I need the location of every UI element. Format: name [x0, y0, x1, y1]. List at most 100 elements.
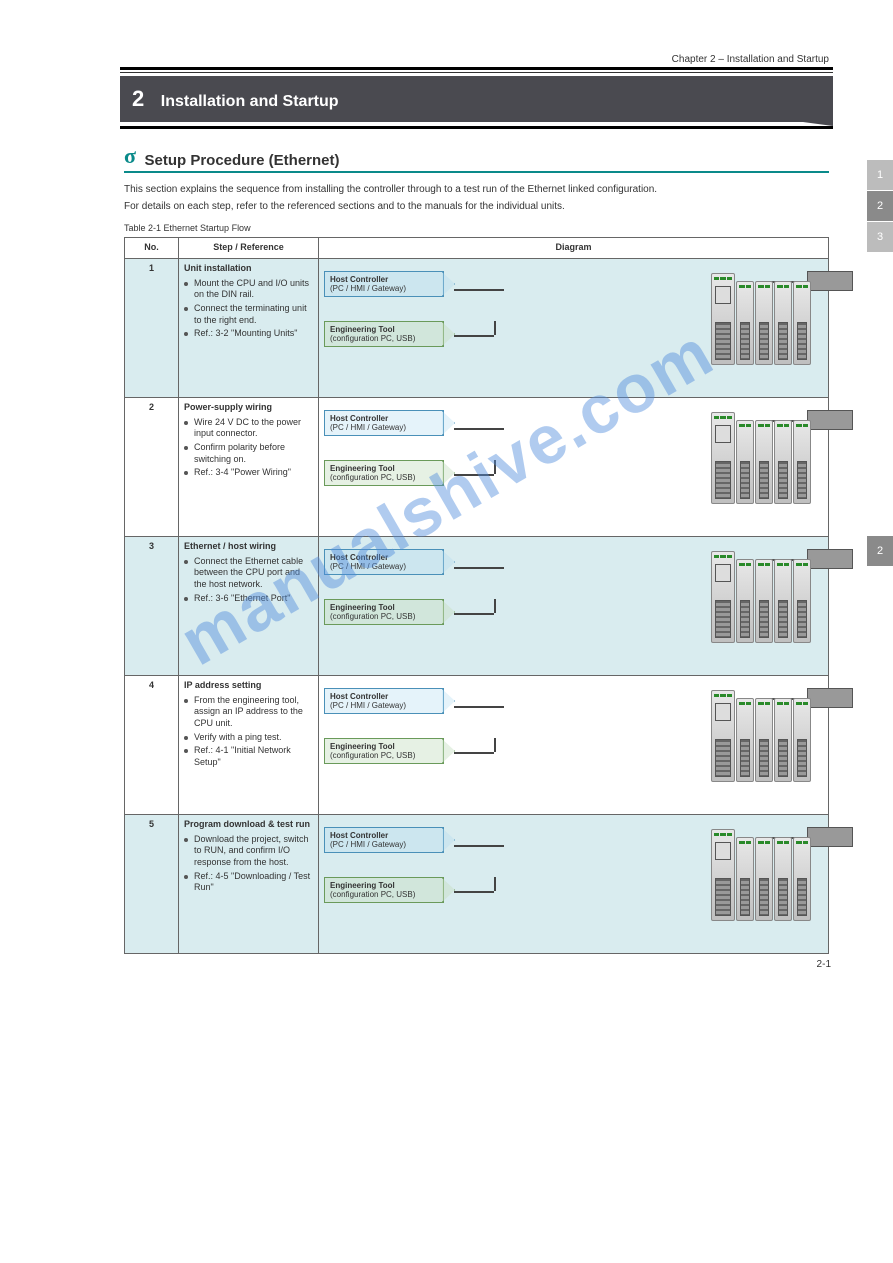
wire-icon [454, 613, 494, 615]
side-tab-3[interactable]: 3 [867, 222, 893, 252]
tool-flag: Engineering Tool(configuration PC, USB) [324, 460, 444, 486]
step-line: Download the project, switch to RUN, and… [184, 834, 313, 869]
chapter-banner: 2 Installation and Startup [120, 76, 833, 122]
step-line: Mount the CPU and I/O units on the DIN r… [184, 278, 313, 301]
wire-icon [494, 599, 496, 613]
side-tab-2b[interactable]: 2 [867, 536, 893, 566]
wire-icon [494, 738, 496, 752]
row-step: Ethernet / host wiringConnect the Ethern… [179, 536, 319, 675]
row-number: 2 [125, 397, 179, 536]
io-module-icon [755, 837, 773, 921]
io-module-icon [736, 559, 754, 643]
section-underline [124, 171, 829, 173]
manual-page: Chapter 2 – Installation and Startup 2 I… [0, 0, 893, 994]
io-module-icon [755, 698, 773, 782]
io-module-icon [755, 559, 773, 643]
wire-icon [454, 891, 494, 893]
wire-icon [454, 706, 504, 708]
step-line: Wire 24 V DC to the power input connecto… [184, 417, 313, 440]
step-line: Ref.: 3-4 "Power Wiring" [184, 467, 313, 479]
cpu-module-icon [711, 829, 735, 921]
row-step: Program download & test runDownload the … [179, 814, 319, 953]
device-plc [710, 690, 811, 782]
host-flag: Host Controller(PC / HMI / Gateway) [324, 410, 444, 436]
io-module-icon [793, 420, 811, 504]
io-module-icon [755, 420, 773, 504]
tool-flag: Engineering Tool(configuration PC, USB) [324, 877, 444, 903]
wire-icon [494, 877, 496, 891]
rule-top-thick [120, 67, 833, 70]
step-line: From the engineering tool, assign an IP … [184, 695, 313, 730]
running-header: Chapter 2 – Installation and Startup [120, 54, 833, 65]
section-title: Setup Procedure (Ethernet) [144, 152, 339, 169]
table-row: 4IP address settingFrom the engineering … [125, 675, 829, 814]
step-title: Unit installation [184, 263, 313, 275]
table-row: 3Ethernet / host wiringConnect the Ether… [125, 536, 829, 675]
tool-flag: Engineering Tool(configuration PC, USB) [324, 321, 444, 347]
row-diagram: Host Controller(PC / HMI / Gateway) Engin… [319, 675, 829, 814]
row-diagram: Host Controller(PC / HMI / Gateway)Engin… [319, 814, 829, 953]
device-plc [710, 412, 811, 504]
cpu-module-icon [711, 412, 735, 504]
startup-table: No. Step / Reference Diagram 1Unit insta… [124, 237, 829, 954]
row-number: 4 [125, 675, 179, 814]
row-number: 3 [125, 536, 179, 675]
device-plc [710, 551, 811, 643]
step-line: Confirm polarity before switching on. [184, 442, 313, 465]
table-row: 1Unit installationMount the CPU and I/O … [125, 258, 829, 397]
wire-icon [454, 752, 494, 754]
table-header-row: No. Step / Reference Diagram [125, 238, 829, 259]
rule-under-banner [120, 126, 833, 129]
io-module-icon [774, 281, 792, 365]
tool-flag: Engineering Tool(configuration PC, USB) [324, 738, 444, 764]
table-caption: Table 2-1 Ethernet Startup Flow [124, 223, 829, 233]
row-diagram: Host Controller(PC / HMI / Gateway) Engin… [319, 258, 829, 397]
device-plc [710, 273, 811, 365]
io-module-icon [755, 281, 773, 365]
side-tab-2[interactable]: 2 [867, 191, 893, 221]
side-tab-1[interactable]: 1 [867, 160, 893, 190]
io-module-icon [774, 420, 792, 504]
row-step: IP address settingFrom the engineering t… [179, 675, 319, 814]
col-diagram: Diagram [319, 238, 829, 259]
host-flag: Host Controller(PC / HMI / Gateway) [324, 688, 444, 714]
tool-flag: Engineering Tool(configuration PC, USB) [324, 599, 444, 625]
io-module-icon [774, 698, 792, 782]
chapter-title: Installation and Startup [161, 93, 339, 110]
col-no: No. [125, 238, 179, 259]
wire-icon [454, 474, 494, 476]
cpu-module-icon [711, 551, 735, 643]
step-line: Ref.: 3-6 "Ethernet Port" [184, 593, 313, 605]
table-row: 5Program download & test runDownload the… [125, 814, 829, 953]
step-line: Ref.: 4-5 "Downloading / Test Run" [184, 871, 313, 894]
chapter-number: 2 [132, 86, 144, 111]
row-number: 5 [125, 814, 179, 953]
step-line: Ref.: 4-1 "Initial Network Setup" [184, 745, 313, 768]
wire-icon [454, 428, 504, 430]
row-diagram: Host Controller(PC / HMI / Gateway) Engin… [319, 397, 829, 536]
table-row: 2Power-supply wiringWire 24 V DC to the … [125, 397, 829, 536]
io-module-icon [774, 837, 792, 921]
io-module-icon [736, 281, 754, 365]
io-module-icon [793, 559, 811, 643]
wire-icon [454, 567, 504, 569]
side-tab-group-2: 2 [867, 536, 893, 567]
cpu-module-icon [711, 690, 735, 782]
intro-line-1: This section explains the sequence from … [124, 183, 829, 197]
io-module-icon [736, 698, 754, 782]
intro-line-2: For details on each step, refer to the r… [124, 200, 829, 214]
io-module-icon [793, 837, 811, 921]
side-tab-group-1: 1 2 3 [867, 160, 893, 253]
row-step: Power-supply wiringWire 24 V DC to the p… [179, 397, 319, 536]
step-line: Verify with a ping test. [184, 732, 313, 744]
wire-icon [454, 289, 504, 291]
io-module-icon [736, 420, 754, 504]
section-heading: σ Setup Procedure (Ethernet) This sectio… [120, 143, 833, 954]
sigma-icon: σ [124, 143, 136, 169]
page-number: 2-1 [817, 959, 831, 970]
wire-icon [494, 460, 496, 474]
step-line: Connect the Ethernet cable between the C… [184, 556, 313, 591]
step-line: Connect the terminating unit to the righ… [184, 303, 313, 326]
col-step: Step / Reference [179, 238, 319, 259]
host-flag: Host Controller(PC / HMI / Gateway) [324, 271, 444, 297]
